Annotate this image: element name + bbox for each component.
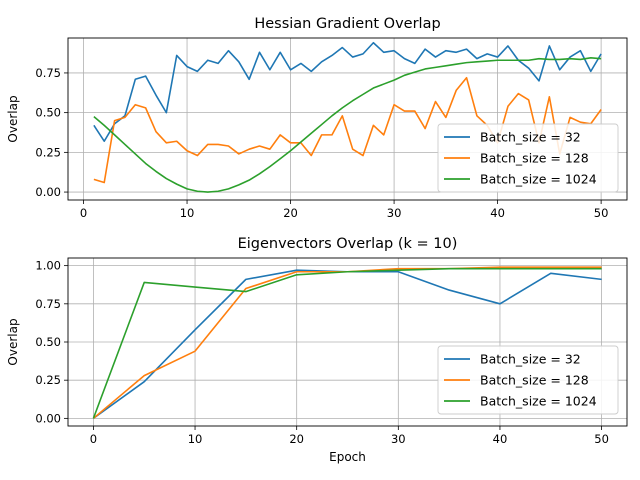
panel-1-ytick-label-0: 0.00: [35, 185, 61, 199]
panel-1-legend-label-1: Batch_size = 32: [480, 130, 581, 145]
panel-2-legend-box: [437, 345, 619, 415]
panel-2-xtick-label-1: 10: [188, 432, 203, 446]
panel-1-title: Hessian Gradient Overlap: [254, 16, 440, 32]
panel-1-xtick-label-0: 0: [80, 206, 87, 220]
panel-2-xtick-label-3: 30: [391, 432, 406, 446]
panel-2-ytick-label-0: 0.00: [35, 411, 61, 425]
panel-2-ytick-label-4: 1.00: [35, 259, 61, 273]
panel-2-legend: Batch_size = 32 Batch_size = 128 Batch_siz…: [437, 345, 619, 415]
panel-1-xtick-label-4: 40: [490, 206, 505, 220]
panel-1-legend-label-2: Batch_size = 128: [480, 151, 589, 166]
panel-1: 0 10 20 30 40 50 0.00 0.25 0.50 0.75 Hessian Gradi…: [6, 16, 628, 220]
panel-1-xtick-label-5: 50: [594, 206, 609, 220]
panel-2-legend-label-1: Batch_size = 32: [480, 352, 581, 367]
panel-1-ylabel: Overlap: [6, 95, 20, 142]
panel-1-axes-frame: [67, 37, 628, 201]
panel-1-series-line-2: [93, 76, 602, 184]
panel-1-legend: Batch_size = 32 Batch_size = 128 Batch_siz…: [437, 123, 619, 193]
panel-1-xtick-label-1: 10: [180, 206, 195, 220]
panel-1-legend-label-3: Batch_size = 1024: [480, 172, 597, 187]
panel-2-title: Eigenvectors Overlap (k = 10): [238, 236, 458, 252]
panel-1-ytick-label-2: 0.50: [35, 106, 61, 120]
panel-2-xtick-label-4: 40: [493, 432, 508, 446]
panel-2-xlabel: Epoch: [329, 450, 366, 464]
panel-1-xtick-label-3: 30: [387, 206, 402, 220]
panel-2-legend-label-2: Batch_size = 128: [480, 373, 589, 388]
panel-1-ytick-label-1: 0.25: [35, 145, 61, 159]
panel-2-xtick-label-0: 0: [90, 432, 97, 446]
panel-2-xtick-label-2: 20: [289, 432, 304, 446]
panel-2-ytick-label-2: 0.50: [35, 335, 61, 349]
panel-2-series-line-3: [92, 267, 602, 419]
panel-2-legend-label-3: Batch_size = 1024: [480, 394, 597, 409]
panel-2-ytick-label-1: 0.25: [35, 373, 61, 387]
panel-1-legend-box: [437, 123, 619, 193]
panel-1-series-line-1: [93, 41, 602, 143]
panel-2-ytick-label-3: 0.75: [35, 297, 61, 311]
panel-2-ylabel: Overlap: [6, 318, 20, 365]
panel-2-xtick-label-5: 50: [594, 432, 609, 446]
panel-1-series-line-3: [93, 57, 602, 193]
panel-2: 0 10 20 30 40 50 0.00 0.25 0.50 0.75 1.00 Eigenvect…: [6, 236, 628, 464]
panel-1-xtick-label-2: 20: [283, 206, 298, 220]
panel-1-ytick-label-3: 0.75: [35, 66, 61, 80]
